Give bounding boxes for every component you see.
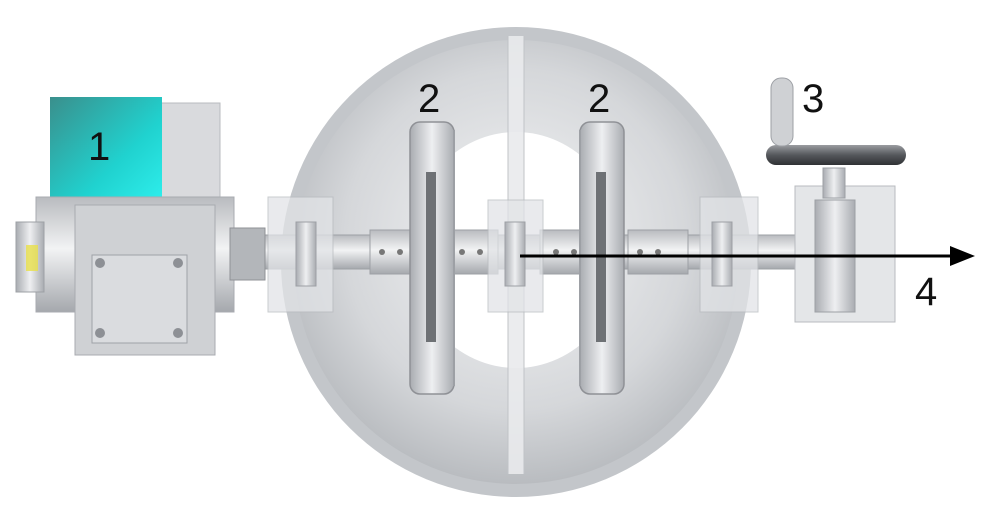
label-shaft-arrow: 4 (915, 270, 937, 314)
motor-icon (15, 97, 266, 356)
disc-right (579, 121, 625, 395)
label-disc-left: 2 (418, 77, 440, 121)
disc-left (409, 121, 455, 395)
bearing-block-left (267, 196, 334, 313)
handwheel-icon (766, 77, 906, 323)
label-disc-right: 2 (588, 77, 610, 121)
label-motor: 1 (88, 125, 110, 169)
label-handwheel: 3 (802, 77, 824, 121)
arrow-icon (520, 246, 975, 266)
